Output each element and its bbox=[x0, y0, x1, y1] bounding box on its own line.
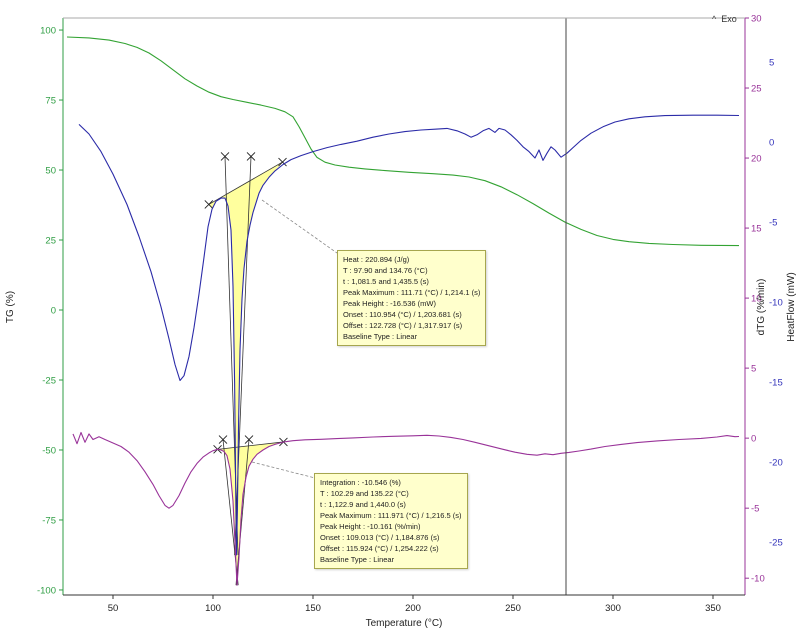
x-tick-label: 100 bbox=[205, 603, 221, 614]
dtg-tick-label: -5 bbox=[751, 504, 759, 515]
heatflow-tick-label: -5 bbox=[769, 218, 777, 229]
peak-marker-icon bbox=[246, 152, 256, 161]
annotation-line: Baseline Type : Linear bbox=[343, 332, 418, 341]
annotation-line: Integration : -10.546 (%) bbox=[320, 478, 401, 487]
annotation-line: Peak Height : -10.161 (%/min) bbox=[320, 522, 421, 531]
peak-marker-icon bbox=[244, 435, 254, 444]
tg-axis-title: TG (%) bbox=[5, 291, 16, 323]
peak-tangent bbox=[235, 439, 250, 586]
exo-label: Exo bbox=[721, 14, 737, 24]
dtg-axis-title: dTG (%/min) bbox=[756, 279, 767, 336]
peak-integration-fill bbox=[208, 162, 283, 555]
annotation-line: Onset : 109.013 (°C) / 1,184.876 (s) bbox=[320, 533, 440, 542]
peak-integration-fill bbox=[217, 441, 284, 586]
x-tick-label: 150 bbox=[305, 603, 321, 614]
annotation-line: T : 102.29 and 135.22 (°C) bbox=[320, 489, 409, 498]
tg-tick-label: -50 bbox=[42, 445, 56, 456]
peak-marker-icon bbox=[220, 152, 230, 161]
exo-direction-indicator: ^ Exo bbox=[712, 14, 737, 24]
dtg-curve[interactable] bbox=[72, 431, 740, 586]
annotation-line: Peak Height : -16.536 (mW) bbox=[343, 299, 436, 308]
peak-marker-icon bbox=[218, 435, 228, 444]
dtg-peak-annotation[interactable]: Integration : -10.546 (%) T : 102.29 and … bbox=[314, 473, 468, 569]
dtg-tick-label: 0 bbox=[751, 434, 756, 445]
x-tick-label: 200 bbox=[405, 603, 421, 614]
annotation-line: Onset : 110.954 (°C) / 1,203.681 (s) bbox=[343, 310, 462, 319]
dtg-tick-label: 15 bbox=[751, 224, 762, 235]
annotation-line: t : 1,122.9 and 1,440.0 (s) bbox=[320, 500, 406, 509]
dtg-tick-label: 25 bbox=[751, 84, 762, 95]
dtg-tick-label: -10 bbox=[751, 574, 765, 585]
peak-baseline bbox=[208, 161, 283, 205]
annotation-line: t : 1,081.5 and 1,435.5 (s) bbox=[343, 277, 429, 286]
x-tick-label: 350 bbox=[705, 603, 721, 614]
annotation-leader-line bbox=[251, 461, 316, 479]
peak-baseline bbox=[217, 441, 284, 450]
heatflow-tick-label: -20 bbox=[769, 458, 783, 469]
annotation-line: T : 97.90 and 134.76 (°C) bbox=[343, 266, 428, 275]
peak-marker-icon bbox=[204, 200, 214, 209]
heatflow-tick-label: -10 bbox=[769, 298, 783, 309]
heatflow-curve[interactable] bbox=[78, 114, 740, 556]
dtg-tick-label: 20 bbox=[751, 154, 762, 165]
annotation-line: Peak Maximum : 111.71 (°C) / 1,214.1 (s) bbox=[343, 288, 481, 297]
annotation-line: Offset : 122.728 (°C) / 1,317.917 (s) bbox=[343, 321, 463, 330]
dtg-tick-label: 30 bbox=[751, 14, 762, 25]
heatflow-axis-title: HeatFlow (mW) bbox=[786, 272, 797, 341]
annotation-leader-line bbox=[261, 199, 338, 254]
x-tick-label: 250 bbox=[505, 603, 521, 614]
heatflow-tick-label: 5 bbox=[769, 58, 774, 69]
annotation-line: Heat : 220.894 (J/g) bbox=[343, 255, 410, 264]
annotation-line: Offset : 115.924 (°C) / 1,254.222 (s) bbox=[320, 544, 439, 553]
tg-curve[interactable] bbox=[66, 36, 740, 247]
tg-tick-label: -75 bbox=[42, 515, 56, 526]
tg-tick-label: 25 bbox=[45, 236, 56, 247]
annotation-line: Peak Maximum : 111.971 (°C) / 1,216.5 (s… bbox=[320, 511, 462, 520]
heatflow-tick-label: -25 bbox=[769, 538, 783, 549]
tg-tick-label: 100 bbox=[40, 26, 56, 37]
x-tick-label: 50 bbox=[108, 603, 119, 614]
tg-tick-label: 50 bbox=[45, 166, 56, 177]
x-tick-label: 300 bbox=[605, 603, 621, 614]
x-axis-title: Temperature (°C) bbox=[366, 618, 443, 629]
exo-caret-icon: ^ bbox=[712, 14, 717, 24]
heatflow-tick-label: -15 bbox=[769, 378, 783, 389]
heatflow-tick-label: 0 bbox=[769, 138, 774, 149]
tg-tick-label: 0 bbox=[51, 305, 56, 316]
tg-tick-label: -100 bbox=[37, 585, 56, 596]
dsc-peak-annotation[interactable]: Heat : 220.894 (J/g) T : 97.90 and 134.76… bbox=[337, 250, 487, 346]
tg-tick-label: 75 bbox=[45, 96, 56, 107]
tg-tick-label: -25 bbox=[42, 375, 56, 386]
dtg-tick-label: 10 bbox=[751, 294, 762, 305]
dtg-tick-label: 5 bbox=[751, 364, 756, 375]
peak-marker-icon bbox=[278, 157, 287, 167]
annotation-line: Baseline Type : Linear bbox=[320, 555, 395, 564]
